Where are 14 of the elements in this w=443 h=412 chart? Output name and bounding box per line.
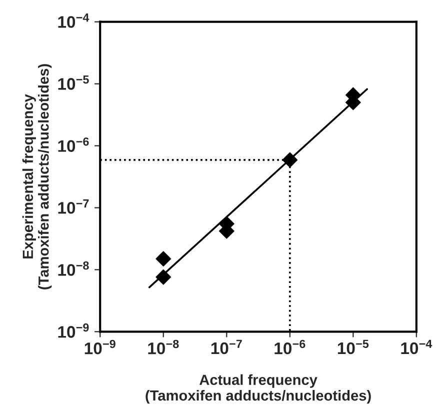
- y-axis-title: Experimental frequency (Tamoxifen adducts/nucleotides): [22, 64, 52, 290]
- x-axis-title: Actual frequency (Tamoxifen adducts/nucleotides): [146, 374, 371, 404]
- y-tick-label: 10$^{−4}$: [58, 14, 90, 28]
- y-tick-label: 10$^{−7}$: [58, 199, 89, 214]
- x-tick-label: 10$^{−7}$: [211, 340, 242, 354]
- x-tick-label: 10$^{−5}$: [338, 340, 369, 354]
- x-tick-label: 10$^{−8}$: [148, 340, 179, 354]
- y-tick-label: 10$^{−6}$: [58, 137, 89, 152]
- y-tick-label: 10$^{−5}$: [58, 76, 89, 90]
- y-tick-label: 10$^{−8}$: [58, 261, 89, 276]
- x-tick-label: 10$^{−9}$: [84, 340, 116, 354]
- y-tick-label: 10$^{−9}$: [58, 323, 89, 338]
- x-tick-label: 10$^{−4}$: [401, 340, 432, 354]
- x-tick-label: 10$^{−6}$: [274, 340, 306, 354]
